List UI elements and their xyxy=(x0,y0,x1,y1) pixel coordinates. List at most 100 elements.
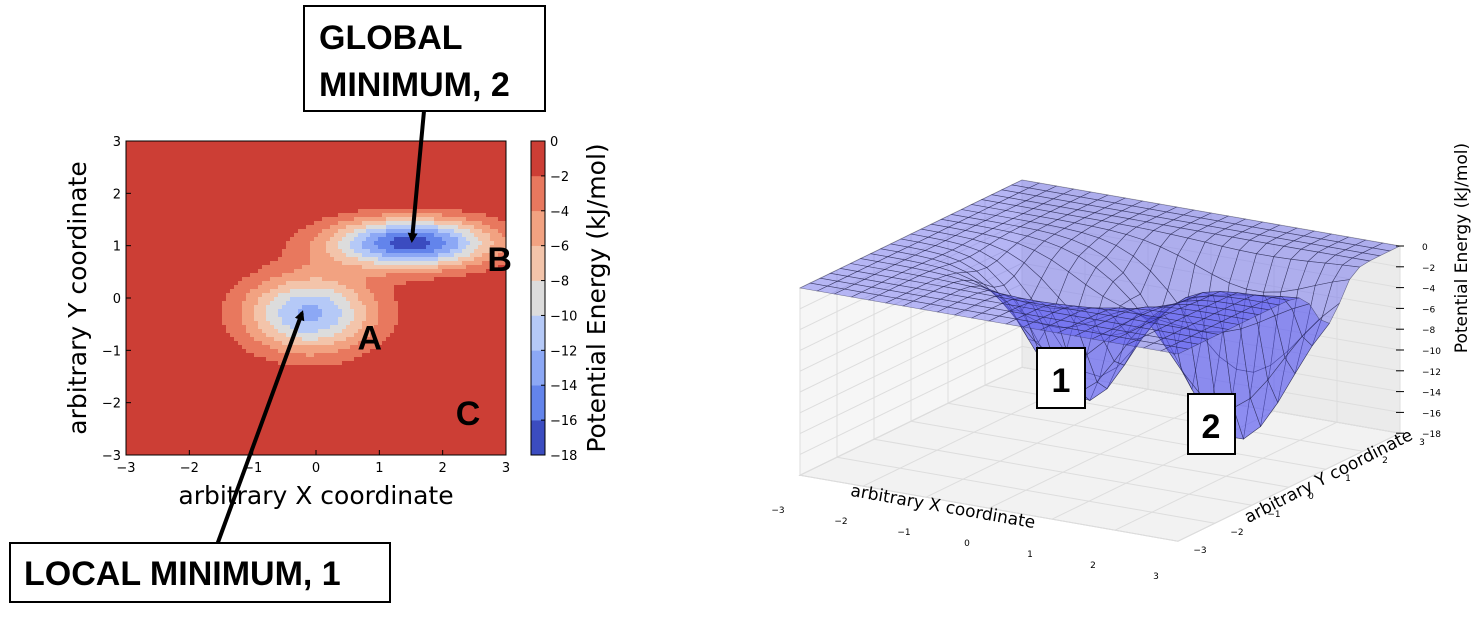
contour-cell xyxy=(490,237,506,242)
contour-cell xyxy=(398,313,414,318)
contour-y-ticks: −3 −2 −1 0 1 2 3 xyxy=(102,135,131,464)
contour-cell xyxy=(258,253,282,258)
contour-y-tick-label: −3 xyxy=(102,449,121,464)
contour-cell xyxy=(274,337,302,342)
contour-cell xyxy=(358,233,370,238)
contour-cell xyxy=(314,237,330,242)
contour-cell xyxy=(270,277,310,282)
contour-cell xyxy=(346,285,366,290)
contour-cell xyxy=(262,341,282,346)
contour-cell xyxy=(266,333,286,338)
contour-cell xyxy=(330,225,346,230)
contour-cell xyxy=(490,249,502,254)
contour-cell xyxy=(266,305,282,310)
contour-y-tick-label: −1 xyxy=(102,344,121,359)
contour-cell xyxy=(406,281,450,286)
contour-cell xyxy=(394,289,414,294)
contour-cell xyxy=(350,245,362,250)
contour-cell xyxy=(206,317,222,322)
contour-cell xyxy=(298,313,322,318)
contour-cell xyxy=(262,293,278,298)
contour-cell xyxy=(362,241,374,246)
surface-y-tick-label: 2 xyxy=(1382,456,1388,466)
contour-cell xyxy=(278,285,346,290)
contour-cell xyxy=(458,225,474,230)
contour-cell xyxy=(394,329,410,334)
colorbar-band xyxy=(531,420,545,456)
contour-y-tick-label: 3 xyxy=(113,135,121,150)
contour-cell xyxy=(434,217,466,222)
contour-cell xyxy=(386,249,434,254)
contour-cell xyxy=(342,293,358,298)
contour-x-tick-label: −2 xyxy=(180,461,199,476)
surface-axis-panes xyxy=(798,179,1402,542)
contour-cell xyxy=(278,349,338,354)
global-minimum-line-1: GLOBAL xyxy=(319,19,463,57)
contour-cell xyxy=(366,313,378,318)
contour-cell xyxy=(378,317,398,322)
contour-cell xyxy=(466,217,498,222)
contour-cell xyxy=(482,221,506,226)
surface-z-tick-label: −18 xyxy=(1422,430,1441,440)
contour-cell xyxy=(278,229,298,234)
contour-cell xyxy=(382,341,402,346)
surface-z-tick-label: 0 xyxy=(1422,243,1428,253)
contour-cell xyxy=(310,249,326,254)
contour-cell xyxy=(206,309,222,314)
contour-cell xyxy=(378,313,398,318)
contour-cell xyxy=(394,237,426,242)
contour-cell xyxy=(318,317,338,322)
contour-cell xyxy=(262,281,286,286)
contour-cell xyxy=(342,249,354,254)
contour-cell xyxy=(342,361,370,366)
contour-cell xyxy=(378,201,446,206)
surface-y-tick-label: 0 xyxy=(1308,492,1314,502)
contour-cell xyxy=(234,269,258,274)
contour-cell xyxy=(246,261,270,266)
contour-cell xyxy=(462,249,474,254)
contour-cell xyxy=(338,317,354,322)
contour-cell xyxy=(434,233,450,238)
contour-cell xyxy=(366,309,378,314)
surface-z-tick-label: −16 xyxy=(1422,409,1441,419)
contour-cell xyxy=(286,333,334,338)
colorbar-frame xyxy=(530,140,546,456)
contour-cell xyxy=(266,241,286,246)
contour-cell xyxy=(254,353,306,358)
surface-z-tick-label: −2 xyxy=(1422,264,1435,274)
contour-cell xyxy=(346,253,362,258)
contour-cell xyxy=(254,337,274,342)
region-label-c: C xyxy=(456,395,481,433)
contour-cell xyxy=(290,221,314,226)
contour-cell xyxy=(258,325,274,330)
contour-cell xyxy=(262,265,302,270)
contour-cell xyxy=(382,213,442,218)
contour-cell xyxy=(222,345,242,350)
contour-cell xyxy=(274,325,290,330)
colorbar-tick-label: −6 xyxy=(550,240,569,255)
contour-cell xyxy=(282,321,338,326)
contour-cell xyxy=(330,237,342,242)
contour-cell xyxy=(334,233,346,238)
contour-cell xyxy=(350,321,362,326)
contour-cell xyxy=(302,337,318,342)
surface-y-tick-label: 3 xyxy=(1419,438,1425,448)
colorbar-band xyxy=(531,315,545,351)
surface-z-tick-label: −6 xyxy=(1422,305,1436,315)
contour-cell xyxy=(246,297,258,302)
contour-cell xyxy=(474,249,490,254)
contour-y-tick-label: −2 xyxy=(102,397,121,412)
surface-z-tick-label: −12 xyxy=(1422,368,1441,378)
contour-cell xyxy=(386,337,402,342)
contour-cell xyxy=(378,245,394,250)
contour-cell xyxy=(258,301,270,306)
contour-cell xyxy=(398,301,414,306)
surface-z-ticks: 0 −2 −4 −6 −8 −10 −12 −14 −16 −18 xyxy=(1396,243,1441,440)
contour-cell xyxy=(342,329,358,334)
contour-cell xyxy=(238,341,262,346)
local-minimum-box xyxy=(9,542,391,603)
contour-cell xyxy=(462,233,474,238)
contour-cell xyxy=(286,301,334,306)
contour-cell xyxy=(226,277,242,282)
contour-cell xyxy=(286,245,310,250)
